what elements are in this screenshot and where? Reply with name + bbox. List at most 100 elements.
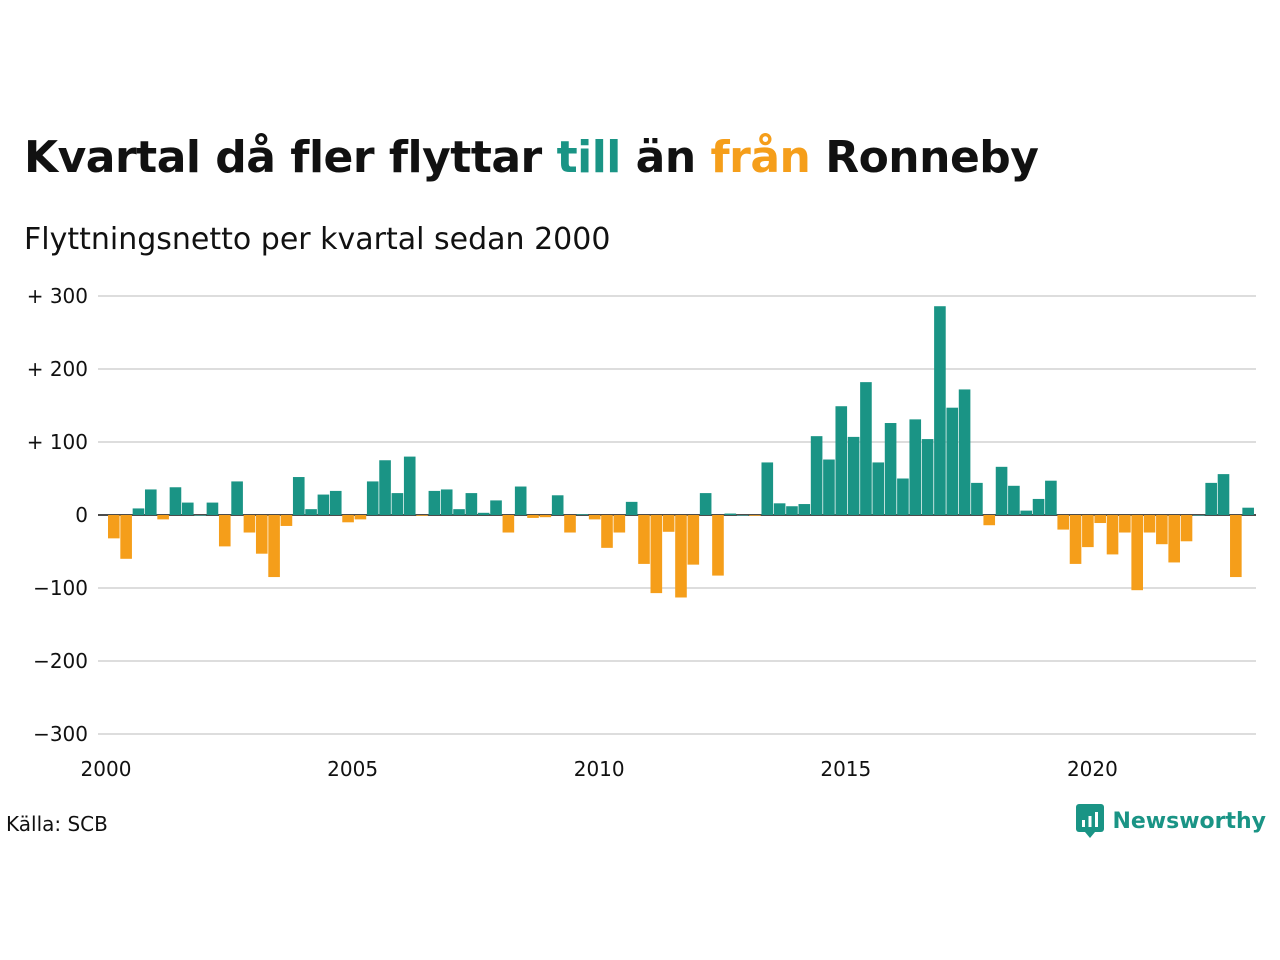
x-tick-label: 2015 [820,757,871,781]
y-axis-labels: + 300 + 200 + 100 0 −100 −200 −300 [27,284,88,746]
bar-positive [1242,507,1254,515]
bar-positive [897,478,909,515]
bar-positive [958,389,971,515]
bar-negative [749,515,761,516]
bar-positive [773,503,786,515]
bar-negative [255,515,268,554]
bar-positive [206,502,219,515]
bar-positive [391,493,404,515]
bar-positive [909,419,922,515]
bar-positive [440,489,453,515]
bar-positive [1045,480,1057,515]
brand-name: Newsworthy [1112,808,1266,834]
bar-positive [379,460,391,515]
x-tick-label: 2005 [327,757,378,781]
bar-negative [243,515,256,533]
bar-negative [1057,515,1070,530]
bar-positive [231,481,243,515]
bar-negative [502,515,515,533]
title-word-till: till [556,132,622,183]
bar-positive [1008,485,1020,515]
bar-negative [1119,515,1131,533]
bar-positive [1205,482,1217,515]
bar-positive [1020,510,1033,515]
bar-positive [995,466,1008,515]
bar-negative [539,515,552,518]
y-tick-label: + 100 [27,430,88,454]
bar-negative [1230,515,1242,578]
bar-positive [786,506,798,515]
y-tick-label: −100 [33,576,88,600]
bar-positive [144,489,157,515]
bar-positive [317,494,330,515]
x-tick-label: 2020 [1067,757,1118,781]
source-note: Källa: SCB [6,812,108,836]
bar-positive [366,481,379,515]
title-word-fran: från [710,132,811,183]
bar-positive [465,493,478,515]
bar-positive [490,500,502,515]
chart-title: Kvartal då fler flyttar till än från Ron… [24,132,1039,183]
bar-negative [564,515,576,533]
bar-negative [662,515,675,532]
x-axis-labels: 2000 2005 2010 2015 2020 [81,757,1118,781]
bar-negative [1143,515,1156,533]
bar-positive [946,407,959,515]
bar-positive [514,486,527,515]
bar-positive [181,502,194,515]
bar-positive [194,515,206,516]
bar-negative [687,515,700,565]
bar-negative [416,515,428,516]
newsworthy-logo-icon [1076,804,1105,838]
bar-positive [872,462,885,515]
bar-negative [1131,515,1143,591]
bar-negative [712,515,724,576]
bar-negative [1168,515,1180,563]
bar-negative [120,515,132,559]
bar-positive [403,456,416,515]
bar-positive [798,504,811,515]
bar-positive [934,306,946,515]
bar-negative [638,515,650,564]
bar-positive [1193,515,1205,516]
bar-positive [823,459,835,515]
bar-positive [1032,498,1045,515]
bar-positive [453,509,465,515]
bar-negative [268,515,280,578]
bar-positive [292,477,305,515]
bar-positive [736,515,749,516]
bar-positive [847,436,860,515]
bar-negative [354,515,367,520]
bar-positive [428,490,441,515]
bar-negative [675,515,687,598]
bar-negative [983,515,996,526]
bar-negative [1094,515,1107,524]
bar-negative [1082,515,1094,548]
bar-negative [1180,515,1193,542]
y-tick-label: 0 [75,503,88,527]
bar-positive [860,382,872,515]
y-tick-label: + 200 [27,357,88,381]
bar-positive [625,501,638,515]
bar-positive [971,482,983,515]
title-part-3: Ronneby [810,132,1039,183]
bar-positive [551,495,564,515]
bar-positive [477,512,490,515]
bar-positive [132,508,145,515]
y-tick-label: −300 [33,722,88,746]
bar-positive [576,514,589,515]
bar-negative [527,515,539,518]
bar-positive [810,436,823,515]
bar-negative [218,515,231,547]
bar-positive [699,493,712,515]
bar-negative [280,515,293,526]
y-tick-label: + 300 [27,284,88,308]
bar-chart: + 300 + 200 + 100 0 −100 −200 −300 2000 2005 201… [27,284,1256,781]
bar-negative [613,515,626,533]
bar-negative [157,515,169,520]
y-tick-label: −200 [33,649,88,673]
bar-positive [305,509,317,515]
x-tick-label: 2010 [574,757,625,781]
bar-negative [108,515,120,539]
bar-negative [588,515,601,520]
